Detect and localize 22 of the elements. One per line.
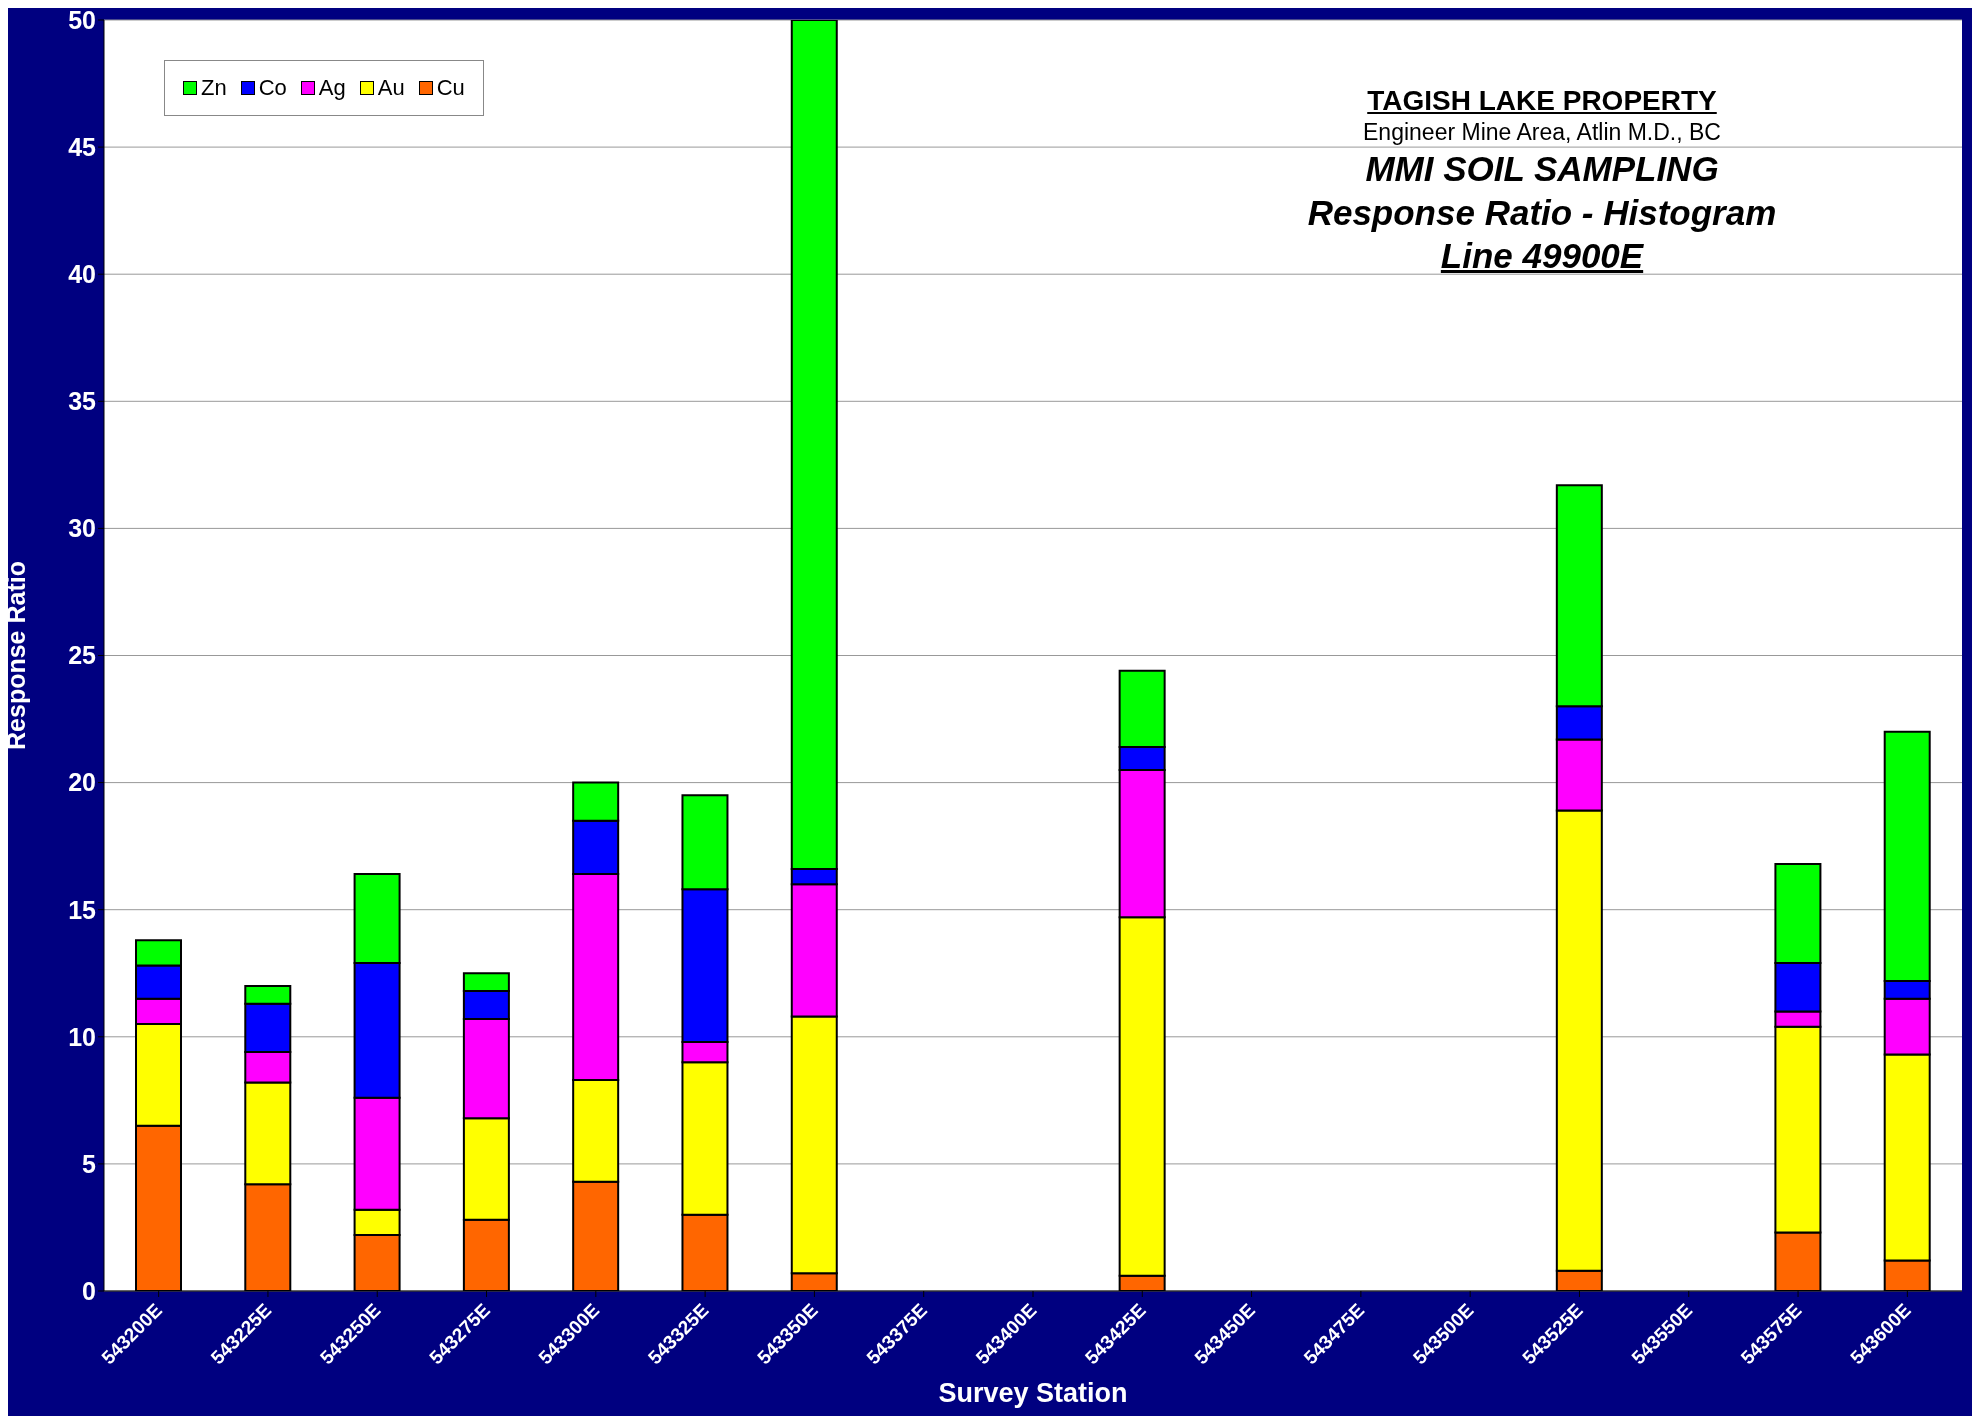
text: MMI SOIL SAMPLING [1364,147,1720,190]
y-tick-label: 30 [68,514,96,543]
legend-label: Co [258,75,287,101]
y-tick-label: 5 [82,1149,97,1178]
y-tick-label: 15 [68,895,97,924]
annotation: Line 49900E [1439,235,1645,278]
y-tick-label: 50 [68,5,96,34]
y-tick-label: 45 [68,132,97,161]
y-tick-label: 40 [68,260,96,289]
legend-label: Cu [436,75,465,101]
y-tick-label: 25 [68,641,97,670]
annotation: TAGISH LAKE PROPERTY [1366,84,1718,118]
y-tick-label: 35 [68,387,97,416]
text: Response Ratio - Histogram [1306,191,1778,234]
legend-label: Ag [318,75,346,101]
x-axis-title: Survey Station [938,1378,1128,1408]
y-tick-label: 10 [68,1022,96,1051]
y-tick-label: 20 [68,768,96,797]
annotation: Engineer Mine Area, Atlin M.D., BC [1362,118,1722,147]
legend-label: Zn [201,75,227,101]
y-tick-label: 0 [82,1276,96,1305]
legend-label: Au [377,75,405,101]
